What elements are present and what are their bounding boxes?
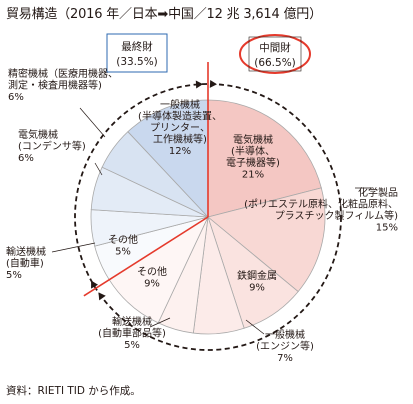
- pie-slice-0: [207, 99, 322, 218]
- ring-arrow: [91, 280, 99, 289]
- slice-pct-4: 5%: [124, 340, 140, 351]
- slice-label-8: 電気機械(コンデンサ等) 6%: [18, 128, 86, 164]
- pie-slice-10: [127, 99, 209, 219]
- leader-line-7: [51, 242, 96, 253]
- slice-label-9: 精密機械（医療用機器、測定・検査用機器等) 6%: [8, 67, 118, 103]
- ring-arrow: [195, 80, 203, 89]
- outer-dashed-ring: [74, 83, 342, 351]
- leader-line-4: [149, 317, 171, 328]
- intermediate-goods-label: 中間財: [259, 41, 291, 54]
- slice-pct-5: 9%: [144, 279, 160, 290]
- slice-label-0: 電気機械(半導体、電子機器等) 21%: [226, 133, 280, 181]
- slice-pct-10: 12%: [169, 146, 191, 157]
- pie-slices: [90, 99, 326, 335]
- slice-label-3: 一般機械(エンジン等) 7%: [256, 328, 314, 364]
- slice-label-10: 一般機械(半導体製造装置、プリンター、工作機械等) 12%: [138, 98, 222, 157]
- slice-pct-6: 5%: [115, 247, 131, 258]
- intermediate-goods-share: (66.5%): [254, 57, 296, 69]
- slice-pct-8: 6%: [18, 153, 34, 164]
- slice-pct-2: 9%: [249, 283, 265, 294]
- slice-pct-1: 15%: [376, 223, 398, 234]
- slice-label-6: その他 5%: [108, 233, 138, 258]
- slice-label-2: 鉄鋼金属 9%: [237, 269, 277, 294]
- leader-line-9: [79, 107, 106, 138]
- slice-label-1: 化学製品(ポリエステル原料、化粧品原料、プラスチック製フィルム等) 15%: [244, 186, 398, 234]
- chart-overlay: 最終財 (33.5%) 中間財 (66.5%): [74, 33, 342, 351]
- slice-pct-9: 6%: [8, 92, 24, 103]
- leader-line-3: [245, 319, 265, 335]
- leader-line-8: [94, 162, 103, 176]
- slice-pct-0: 21%: [242, 170, 264, 181]
- pie-slice-1: [207, 187, 326, 293]
- slice-label-5: その他 9%: [137, 265, 167, 290]
- ring-arrow: [98, 292, 106, 301]
- final-goods-share: (33.5%): [116, 56, 158, 68]
- final-goods-box: [106, 33, 168, 73]
- final-goods-label: 最終財: [121, 40, 153, 53]
- slice-labels: 電気機械(半導体、電子機器等) 21% 化学製品(ポリエステル原料、化粧品原料、プラ…: [6, 67, 398, 364]
- ring-arrow: [209, 79, 217, 88]
- source-note: 資料：RIETI TID から作成。: [6, 385, 141, 397]
- group-divider-diagonal: [83, 216, 209, 297]
- slice-label-4: 輸送機械(自動車部品等) 5%: [98, 315, 166, 351]
- slice-pct-7: 5%: [6, 270, 22, 281]
- intermediate-goods-ellipse: [239, 34, 311, 74]
- slice-pct-3: 7%: [277, 353, 293, 364]
- chart-title: 貿易構造（2016 年／日本➡中国／12 兆 3,614 億円）: [6, 7, 322, 22]
- intermediate-goods-box: [248, 36, 302, 72]
- slice-label-7: 輸送機械(自動車) 5%: [6, 245, 46, 281]
